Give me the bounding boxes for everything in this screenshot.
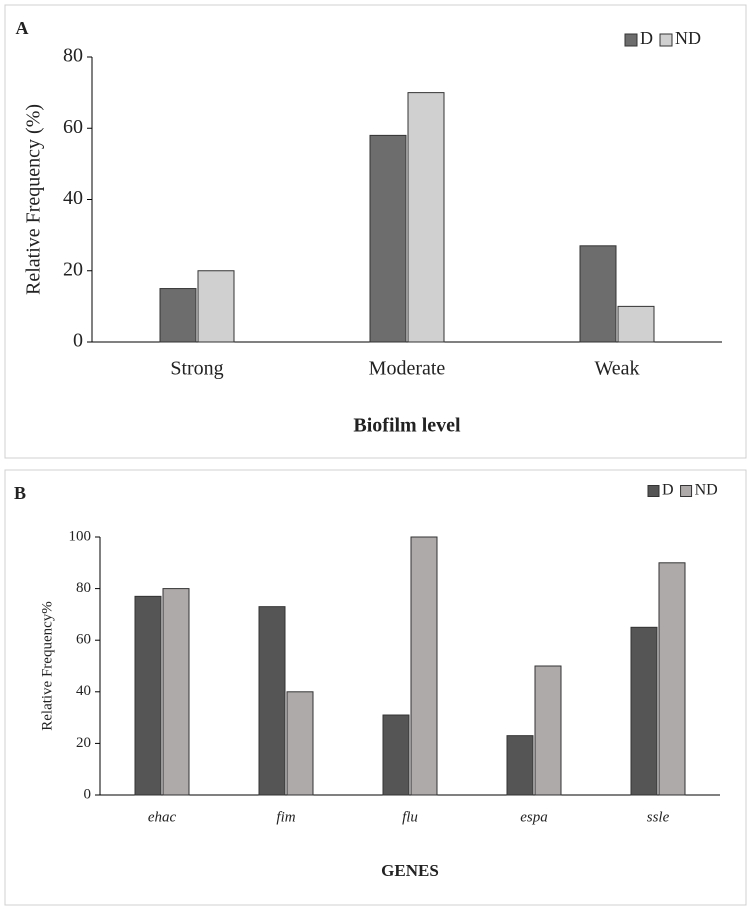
y-tick-label: 40 xyxy=(63,187,83,209)
y-tick-label: 0 xyxy=(84,786,92,802)
bar xyxy=(258,606,286,796)
bar xyxy=(534,665,562,796)
bar xyxy=(162,588,190,796)
legend-label: ND xyxy=(675,28,701,48)
bar xyxy=(197,270,235,343)
x-tick-label: flu xyxy=(402,809,418,825)
bar xyxy=(407,92,445,343)
y-tick-label: 80 xyxy=(63,45,83,67)
x-axis-label: GENES xyxy=(381,861,439,880)
bar xyxy=(369,134,407,343)
legend-label: D xyxy=(662,482,674,499)
y-tick-label: 100 xyxy=(69,528,92,544)
x-tick-label: ehac xyxy=(148,809,177,825)
bar xyxy=(382,714,410,796)
panel-label: B xyxy=(14,483,26,503)
bar xyxy=(159,288,197,343)
bar xyxy=(658,562,686,796)
bar xyxy=(617,305,655,343)
panel-frame xyxy=(4,4,747,459)
y-tick-label: 20 xyxy=(63,258,83,280)
bar xyxy=(286,691,314,796)
legend-label: D xyxy=(640,28,653,48)
legend-swatch xyxy=(680,485,693,497)
y-axis-label: Relative Frequency (%) xyxy=(23,104,45,295)
legend-swatch xyxy=(624,33,638,47)
bar xyxy=(134,595,162,796)
x-tick-label: ssle xyxy=(647,809,670,825)
bar xyxy=(506,735,534,796)
legend-swatch xyxy=(659,33,673,47)
y-tick-label: 60 xyxy=(76,632,91,648)
y-tick-label: 40 xyxy=(76,683,91,699)
bar xyxy=(579,245,617,343)
x-tick-label: Moderate xyxy=(369,358,446,380)
bar xyxy=(410,536,438,796)
x-tick-label: Weak xyxy=(594,358,639,380)
x-tick-label: espa xyxy=(520,809,548,825)
y-tick-label: 60 xyxy=(63,116,83,138)
legend-swatch xyxy=(647,485,660,497)
x-tick-label: fim xyxy=(276,809,295,825)
bar xyxy=(630,626,658,796)
panel-frame xyxy=(4,469,747,906)
y-tick-label: 80 xyxy=(76,580,91,596)
legend-label: ND xyxy=(695,482,718,499)
x-axis-label: Biofilm level xyxy=(353,415,461,437)
y-axis-label: Relative Frequency% xyxy=(39,601,55,731)
y-tick-label: 20 xyxy=(76,735,91,751)
y-tick-label: 0 xyxy=(73,330,83,352)
panel-label: A xyxy=(16,18,29,38)
x-tick-label: Strong xyxy=(170,358,223,380)
